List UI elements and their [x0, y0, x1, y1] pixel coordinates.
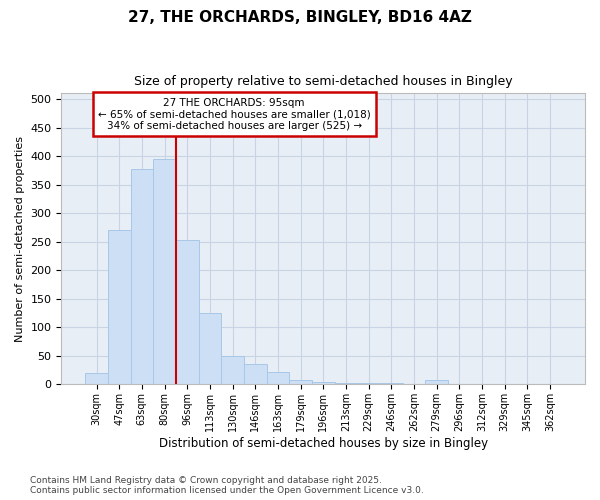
Bar: [131, 168, 153, 384]
Text: Contains HM Land Registry data © Crown copyright and database right 2025.
Contai: Contains HM Land Registry data © Crown c…: [30, 476, 424, 495]
Bar: [153, 159, 176, 384]
Bar: [199, 313, 221, 384]
Bar: [221, 356, 244, 384]
Bar: [312, 382, 335, 384]
Bar: [108, 230, 131, 384]
Y-axis label: Number of semi-detached properties: Number of semi-detached properties: [15, 136, 25, 342]
Bar: [425, 380, 448, 384]
Bar: [289, 380, 312, 384]
Bar: [176, 240, 199, 384]
X-axis label: Distribution of semi-detached houses by size in Bingley: Distribution of semi-detached houses by …: [158, 437, 488, 450]
Bar: [266, 372, 289, 384]
Bar: [85, 373, 108, 384]
Bar: [244, 364, 266, 384]
Text: 27, THE ORCHARDS, BINGLEY, BD16 4AZ: 27, THE ORCHARDS, BINGLEY, BD16 4AZ: [128, 10, 472, 25]
Text: 27 THE ORCHARDS: 95sqm
← 65% of semi-detached houses are smaller (1,018)
34% of : 27 THE ORCHARDS: 95sqm ← 65% of semi-det…: [98, 98, 371, 131]
Bar: [335, 382, 357, 384]
Title: Size of property relative to semi-detached houses in Bingley: Size of property relative to semi-detach…: [134, 75, 512, 88]
